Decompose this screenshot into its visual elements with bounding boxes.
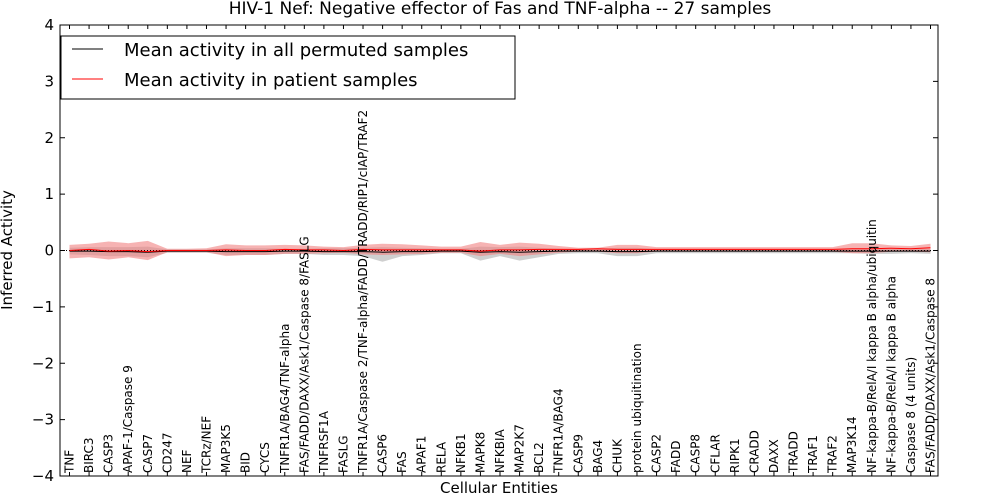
confidence-bands [69,240,931,262]
x-tick-label: CASP2 [650,434,664,473]
x-tick-label: BCL2 [532,442,546,473]
y-tick-label: 0 [44,242,54,260]
x-tick-label: TNFRSF1A [317,410,331,474]
x-tick-label: TRADD [787,431,801,474]
x-tick-label: CD247 [160,432,174,473]
x-tick-label: CASP9 [571,434,585,473]
y-tick-label: −1 [32,298,54,316]
x-tick-label: TRAF1 [806,435,820,474]
x-tick-label: CRADD [747,430,761,473]
series-line-0 [69,250,931,253]
x-tick-label: RIPK1 [728,438,742,473]
x-tick-label: TNF [63,450,77,474]
band-series-1 [69,240,931,261]
x-tick-label: MAPK8 [473,432,487,473]
series-line-1 [69,247,931,253]
legend-label-permuted: Mean activity in all permuted samples [124,40,468,61]
series-lines [69,247,931,253]
x-tick-label: NFKBIA [493,428,507,473]
x-axis-label: Cellular Entities [440,479,558,497]
x-tick-label: FAS/FADD/DAXX/Ask1/Caspase 8/FASLG [297,236,311,473]
y-tick-label: −4 [32,467,54,485]
x-tick-label: protein ubiquitination [630,343,644,473]
x-tick-label: APAF-1/Caspase 9 [121,365,135,473]
x-tick-label: CASP8 [689,434,703,473]
x-tick-label: TCRz/NEF [199,416,213,474]
x-tick-label: FASLG [336,435,350,473]
y-axis-label: Inferred Activity [0,190,16,310]
x-tick-label: FADD [669,441,683,474]
x-tick-label: BAG4 [591,440,605,473]
x-tick-label: CHUK [610,438,624,473]
x-tick-label: MAP3K14 [845,416,859,473]
x-tick-label: RELA [434,441,448,473]
x-tick-label: NEF [180,449,194,473]
x-tick-label: FAS [395,451,409,473]
y-tick-label: −3 [32,411,54,429]
x-axis-ticks: TNF BIRC3 CASP3 APAF-1/Caspase 9 CASP7 CD247 N… [63,25,938,476]
y-tick-label: 2 [44,129,54,147]
x-tick-label: FAS/FADD/DAXX/Ask1/Caspase 8 [924,278,938,473]
x-tick-label: CASP3 [102,434,116,473]
x-tick-label: CYCS [258,442,272,473]
legend: Mean activity in all permuted samples Me… [60,35,516,100]
x-tick-label: NFKB1 [454,433,468,473]
x-tick-label: BID [239,452,253,473]
x-tick-label: NF-kappa-B/RelA/I kappa B alpha/ubiquiti… [865,219,879,473]
y-tick-label: 1 [44,185,54,203]
x-tick-label: APAF1 [415,436,429,473]
x-tick-label: NF-kappa-B/RelA/I kappa B alpha [884,276,898,473]
legend-label-patient: Mean activity in patient samples [124,70,418,91]
y-axis-ticks: −4 −3 −2 −1 0 1 2 3 4 [32,16,938,485]
x-tick-label: TRAF2 [826,435,840,474]
x-tick-label: MAP2K7 [513,424,527,473]
x-tick-label: BIRC3 [82,437,96,473]
x-tick-label: DAXX [767,439,781,473]
x-tick-label: Caspase 8 (4 units) [904,357,918,473]
y-tick-label: 3 [44,72,54,90]
legend-box [60,35,516,100]
chart-title: HIV-1 Nef: Negative effector of Fas and … [229,0,772,19]
x-tick-label: TNFR1A/Caspase 2/TNF-alpha/FADD/TRADD/RI… [356,110,370,474]
x-tick-label: CFLAR [708,434,722,473]
x-tick-label: TNFR1A/BAG4 [552,388,566,474]
y-tick-label: 4 [44,16,54,34]
x-tick-label: CASP7 [141,434,155,473]
x-tick-label: TNFR1A/BAG4/TNF-alpha [278,324,292,474]
y-tick-label: −2 [32,354,54,372]
x-tick-label: CASP6 [376,434,390,473]
x-tick-label: MAP3K5 [219,424,233,473]
